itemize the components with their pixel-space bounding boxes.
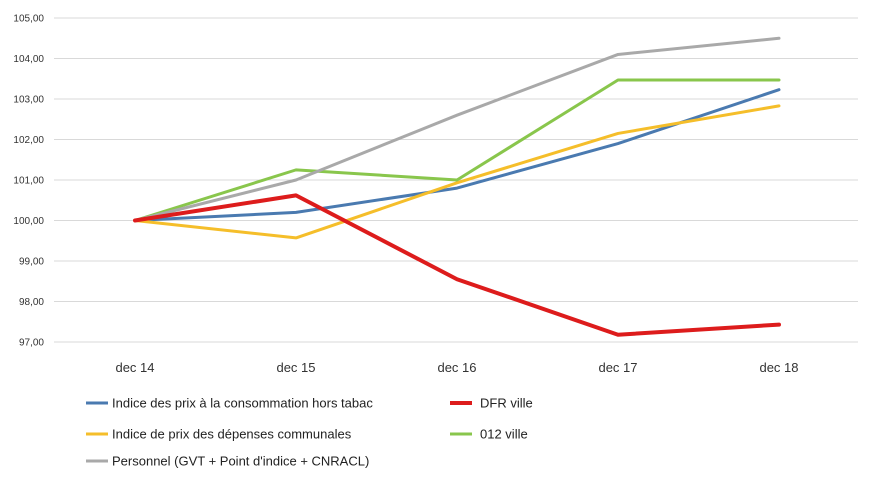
y-tick-label: 102,00 [13,135,44,146]
y-tick-label: 99,00 [19,257,44,268]
series-line [133,193,781,337]
y-tick-label: 98,00 [19,297,44,308]
series-lines [133,36,781,337]
x-category-label: dec 14 [115,360,154,375]
series-line [133,104,781,240]
legend-label: Indice des prix à la consommation hors t… [112,396,373,411]
y-tick-label: 97,00 [19,338,44,349]
y-tick-label: 100,00 [13,216,44,227]
x-category-label: dec 16 [437,360,476,375]
x-category-label: dec 17 [598,360,637,375]
series-line [133,78,781,222]
legend-label: 012 ville [480,427,528,442]
legend-label: Indice de prix des dépenses communales [112,427,352,442]
y-tick-label: 103,00 [13,95,44,106]
y-axis-tick-labels: 97,00 98,00 99,00 100,00 101,00 102,00 103,00 1… [13,14,44,349]
legend-label: DFR ville [480,396,533,411]
legend-label: Personnel (GVT + Point d'indice + CNRACL… [112,454,369,469]
y-tick-label: 105,00 [13,14,44,25]
x-category-label: dec 15 [276,360,315,375]
y-tick-label: 104,00 [13,54,44,65]
series-line [133,36,781,222]
x-axis-category-labels: dec 14 dec 15 dec 16 dec 17 dec 18 [115,360,798,375]
x-category-label: dec 18 [759,360,798,375]
y-tick-label: 101,00 [13,176,44,187]
series-line [133,88,781,222]
legend: Indice des prix à la consommation hors t… [86,396,533,469]
